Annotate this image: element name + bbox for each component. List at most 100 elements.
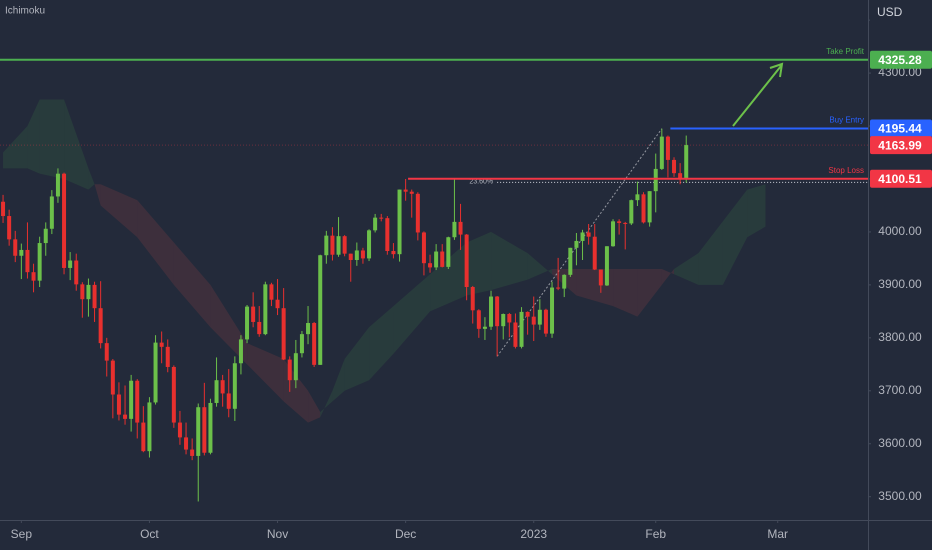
candle-body: [489, 296, 494, 327]
ichimoku-cloud: [344, 327, 370, 391]
candle-body: [1, 201, 6, 217]
ichimoku-cloud: [527, 253, 553, 280]
ichimoku-cloud: [137, 200, 174, 285]
candle-body: [482, 326, 487, 329]
candle-body: [415, 193, 420, 233]
candle-body: [184, 437, 189, 450]
candle-body: [159, 342, 164, 347]
level-label: Stop Loss: [828, 166, 864, 175]
candle-body: [672, 159, 677, 174]
candle-body: [586, 232, 591, 237]
candle-body: [13, 239, 18, 256]
ichimoku-cloud: [674, 253, 699, 285]
ichimoku-cloud: [369, 306, 394, 381]
candle-body: [495, 296, 500, 327]
candle-body: [434, 251, 439, 268]
candle-body: [360, 250, 365, 259]
candle-body: [446, 237, 451, 267]
ichimoku-cloud: [637, 269, 662, 317]
candle-body: [611, 221, 616, 247]
ichimoku-cloud: [27, 99, 40, 174]
candle-body: [421, 232, 426, 264]
price-tag-label: 4325.28: [878, 53, 922, 67]
candle-body: [342, 236, 347, 254]
ichimoku-cloud: [39, 99, 65, 179]
ichimoku-cloud: [576, 269, 614, 307]
ichimoku-cloud: [430, 242, 467, 312]
ichimoku-cloud: [64, 99, 89, 190]
candle-body: [592, 236, 597, 270]
candle-body: [55, 173, 60, 197]
ichimoku-cloud: [332, 359, 345, 402]
price-tag-label: 4100.51: [878, 172, 922, 186]
price-tag-label: 4195.44: [878, 122, 922, 136]
candle-body: [7, 216, 12, 240]
candle-body: [428, 263, 433, 268]
candle-body: [604, 246, 609, 286]
plot: 23.60%: [0, 99, 868, 502]
candle-body: [653, 168, 658, 192]
y-tick-label: 3900.00: [878, 277, 922, 291]
candle-body: [153, 342, 158, 403]
price-tag: [870, 119, 932, 138]
candle-body: [293, 353, 298, 381]
candle-body: [568, 247, 573, 275]
candle-body: [37, 243, 42, 281]
candle-body: [531, 316, 536, 325]
ichimoku-cloud: [698, 221, 723, 285]
ichimoku-cloud: [320, 390, 333, 418]
candle-body: [129, 380, 134, 419]
candle-body: [25, 249, 30, 273]
candle-body: [208, 402, 213, 453]
candle-body: [110, 360, 115, 395]
candle-body: [513, 322, 518, 347]
candle-body: [458, 221, 463, 235]
candle-body: [348, 253, 353, 260]
currency-label: USD: [877, 5, 903, 19]
x-tick-label: Sep: [11, 527, 33, 541]
y-tick-label: 4300.00: [878, 65, 922, 79]
candle-body: [238, 339, 243, 364]
candle-body: [684, 145, 689, 179]
candle-body: [318, 255, 323, 365]
candle-body: [617, 221, 622, 223]
candle-body: [251, 306, 256, 322]
candle-body: [507, 314, 512, 323]
candle-body: [287, 359, 292, 381]
candle-body: [135, 380, 140, 423]
candle-body: [373, 217, 378, 231]
candle-body: [245, 306, 250, 340]
candle-body: [476, 310, 481, 329]
candle-body: [562, 274, 567, 289]
candle-body: [543, 309, 548, 334]
price-tag: [870, 50, 932, 69]
candle-body: [678, 173, 683, 179]
candle-body: [537, 309, 542, 325]
candle-body: [574, 240, 579, 248]
candle-body: [74, 260, 79, 285]
candle-body: [263, 284, 268, 335]
y-tick-label: 3700.00: [878, 383, 922, 397]
candle-body: [385, 218, 390, 251]
candle-body: [226, 393, 231, 409]
candle-body: [232, 363, 237, 409]
x-tick-label: Feb: [645, 527, 666, 541]
ichimoku-cloud: [466, 231, 492, 296]
candle-body: [397, 189, 402, 255]
y-tick-label: 3800.00: [878, 330, 922, 344]
candle-body: [275, 299, 280, 309]
candle-body: [220, 380, 225, 394]
y-tick-label: 3500.00: [878, 489, 922, 503]
candle-body: [440, 251, 445, 267]
candle-body: [257, 321, 262, 335]
target-arrow: [732, 62, 784, 127]
ichimoku-cloud: [88, 168, 95, 190]
candle-body: [367, 230, 372, 259]
ichimoku-cloud: [94, 184, 101, 206]
candle-body: [43, 228, 48, 244]
x-tick-label: Mar: [767, 527, 788, 541]
candle-body: [330, 235, 335, 255]
candle-body: [49, 196, 54, 229]
candle-body: [665, 136, 670, 160]
